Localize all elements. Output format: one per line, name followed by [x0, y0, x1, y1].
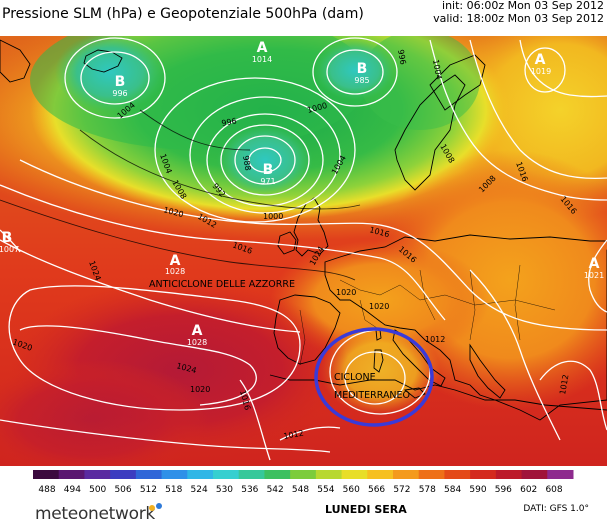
- init-time: init: 06:00z Mon 03 Sep 2012: [442, 0, 604, 12]
- legend-swatch: [444, 470, 471, 479]
- isobar-label: 1000: [263, 212, 283, 221]
- svg-text:971: 971: [260, 177, 275, 186]
- footer: meteonetwork LUNEDI SERA DATI: GFS 1.0°: [0, 496, 607, 524]
- legend-swatch: [33, 470, 60, 479]
- cyclone-label-2: MEDITERRANEO: [334, 390, 410, 401]
- isobar-label: 1012: [558, 374, 570, 396]
- legend-tick-label: 536: [241, 485, 258, 495]
- legend-tick-label: 512: [140, 485, 157, 495]
- svg-text:A: A: [170, 253, 181, 269]
- legend-swatch: [135, 470, 163, 479]
- legend-tick-label: 596: [495, 485, 512, 495]
- svg-text:1019: 1019: [531, 67, 551, 76]
- legend-swatch: [470, 470, 497, 479]
- svg-text:B: B: [357, 61, 368, 77]
- svg-text:985: 985: [354, 76, 369, 85]
- svg-text:B: B: [2, 230, 13, 246]
- isobar-label: 988: [241, 155, 253, 172]
- run-info: init: 06:00z Mon 03 Sep 2012 valid: 18:0…: [433, 0, 604, 25]
- legend-swatch: [521, 470, 548, 479]
- legend-swatch: [264, 470, 291, 479]
- map-annotations: ANTICICLONE DELLE AZZORRE CICLONE MEDITE…: [149, 279, 410, 401]
- legend-tick-label: 578: [419, 485, 436, 495]
- cyclone-label: CICLONE: [334, 372, 376, 383]
- isobar-label: 1020: [336, 288, 356, 297]
- svg-text:1007: 1007: [0, 245, 19, 254]
- legend-tick-label: 566: [368, 485, 385, 495]
- valid-time: valid: 18:00z Mon 03 Sep 2012: [433, 12, 604, 25]
- svg-text:B: B: [115, 74, 126, 90]
- legend-tick-label: 518: [165, 485, 182, 495]
- forecast-period: LUNEDI SERA: [325, 503, 407, 516]
- legend-tick-label: 572: [393, 485, 410, 495]
- legend-tick-label: 548: [292, 485, 309, 495]
- legend-swatch: [84, 470, 111, 479]
- legend-swatch: [213, 470, 240, 479]
- svg-text:1028: 1028: [187, 338, 207, 347]
- weather-map: 1004 1004 1008 992 996 988 1000 1004 101…: [0, 36, 607, 466]
- legend-swatch: [187, 470, 214, 479]
- map-title: Pressione SLM (hPa) e Geopotenziale 500h…: [2, 6, 364, 22]
- header: Pressione SLM (hPa) e Geopotenziale 500h…: [0, 0, 607, 36]
- isobar-label: 1004: [431, 59, 443, 81]
- legend-tick-label: 542: [267, 485, 284, 495]
- legend-tick-label: 500: [89, 485, 106, 495]
- legend-tick-label: 560: [343, 485, 360, 495]
- isobar-label: 996: [396, 49, 408, 66]
- legend-swatch: [58, 470, 85, 479]
- cyclone-highlight-ring: [314, 327, 434, 427]
- legend-swatch: [367, 470, 394, 479]
- legend-swatch: [238, 470, 265, 479]
- isobar-label: 996: [221, 116, 238, 128]
- legend-tick-label: 494: [64, 485, 81, 495]
- isobar-label: 1012: [283, 429, 305, 441]
- azores-high-label: ANTICICLONE DELLE AZZORRE: [149, 279, 295, 290]
- svg-text:1014: 1014: [252, 55, 272, 64]
- legend-swatch: [495, 470, 523, 479]
- legend-tick-label: 554: [317, 485, 334, 495]
- legend-swatch: [393, 470, 420, 479]
- svg-text:996: 996: [112, 89, 127, 98]
- legend-swatch: [110, 470, 137, 479]
- isobar-label: 1020: [190, 385, 210, 394]
- isobar-label: 1020: [369, 302, 389, 311]
- isobar-label: 1012: [425, 335, 445, 344]
- legend-swatch: [290, 470, 317, 479]
- legend-tick-label: 590: [469, 485, 486, 495]
- svg-text:A: A: [257, 40, 268, 56]
- svg-text:A: A: [535, 52, 546, 68]
- legend-tick-label: 602: [520, 485, 537, 495]
- brand-logo: meteonetwork: [35, 504, 155, 524]
- svg-text:A: A: [589, 256, 600, 272]
- legend-tick-label: 506: [114, 485, 131, 495]
- legend-swatch: [341, 470, 368, 479]
- color-scale-legend: 488 494 500 506 512 518 524 530 536 542 548 554 560 5…: [33, 470, 574, 495]
- legend-tick-label: 488: [38, 485, 55, 495]
- svg-text:A: A: [192, 323, 203, 339]
- legend-tick-label: 524: [191, 485, 208, 495]
- legend-swatch: [315, 470, 343, 479]
- isobars: [0, 37, 607, 461]
- svg-text:1021: 1021: [584, 271, 604, 280]
- data-source: DATI: GFS 1.0°: [523, 504, 589, 514]
- legend-tick-label: 608: [545, 485, 562, 495]
- svg-text:B: B: [263, 162, 274, 178]
- legend-tick-label: 530: [216, 485, 233, 495]
- legend-swatch: [418, 470, 445, 479]
- brand-dots-icon: [149, 503, 162, 511]
- legend-swatch: [547, 470, 574, 479]
- legend-tick-label: 584: [444, 485, 461, 495]
- legend-swatch: [161, 470, 188, 479]
- svg-text:1028: 1028: [165, 267, 185, 276]
